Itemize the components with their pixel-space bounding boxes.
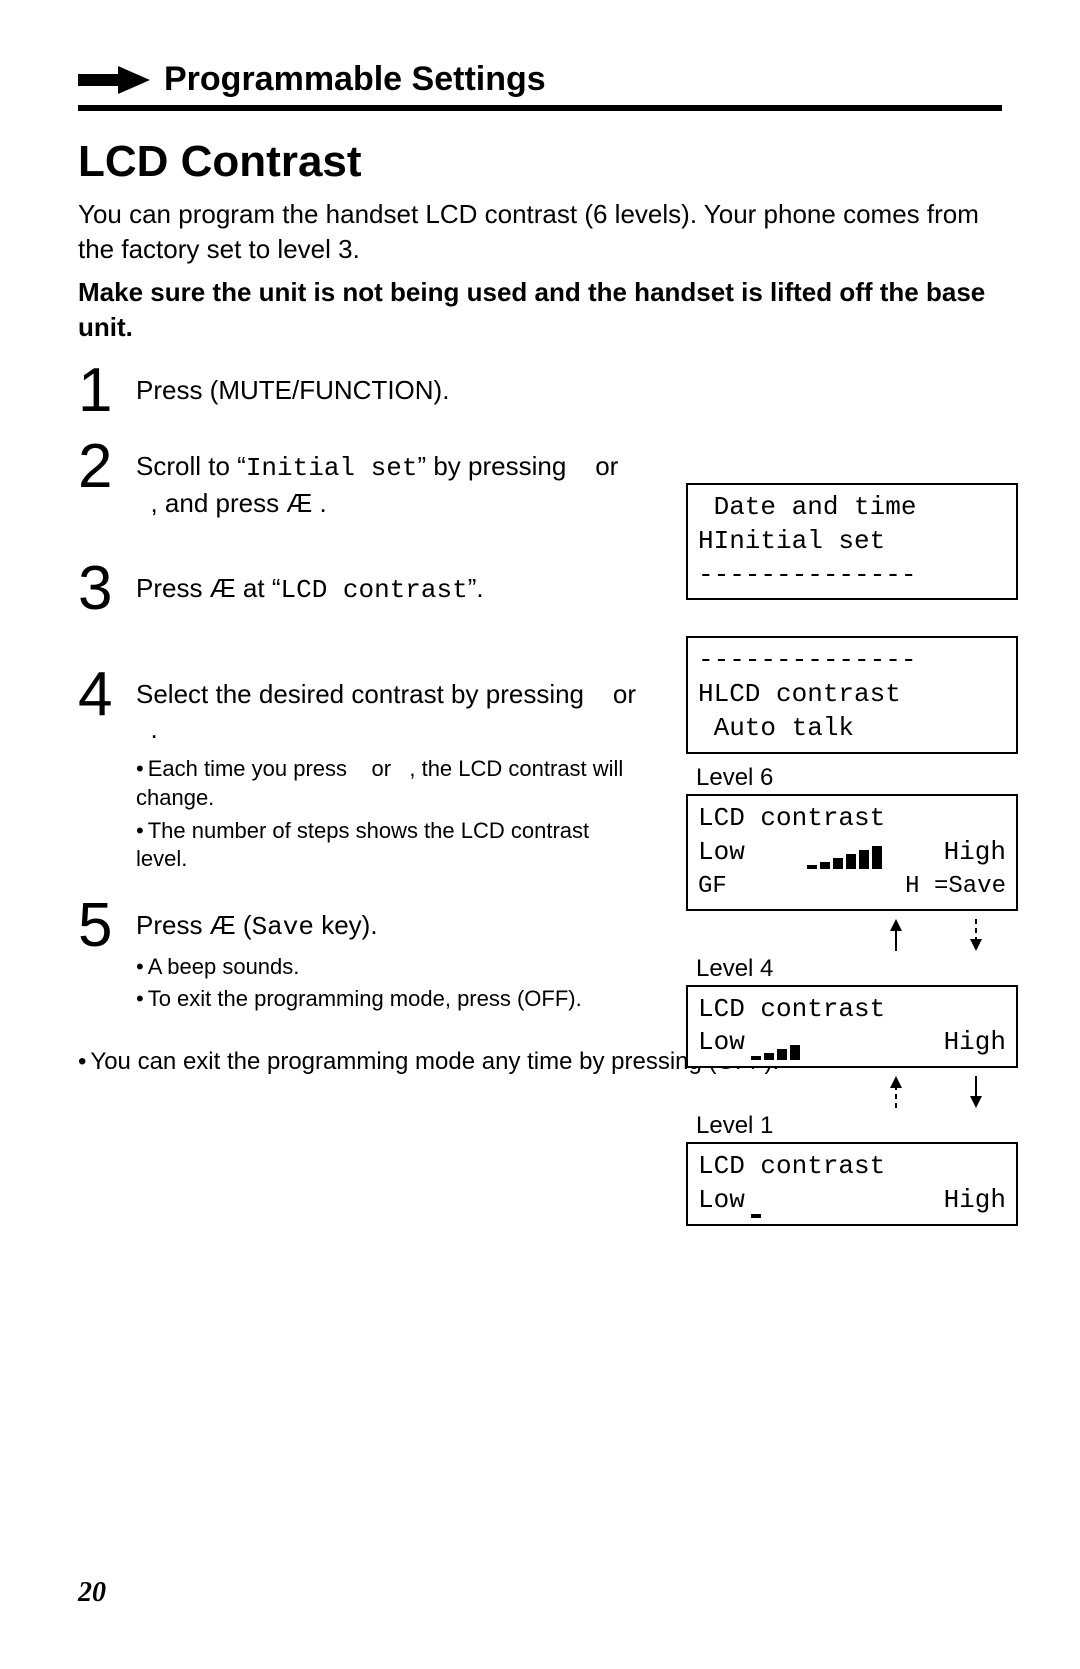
step-body: Scroll to “Initial set” by pressing or ,… bbox=[136, 439, 646, 521]
bullets: A beep sounds. To exit the programming m… bbox=[136, 953, 646, 1014]
step-text: Press Æ at “ bbox=[136, 573, 280, 603]
high-label: High bbox=[944, 836, 1006, 870]
bullets: Each time you press or , the LCD contras… bbox=[136, 755, 646, 873]
low-label: Low bbox=[698, 1184, 745, 1218]
step-number: 5 bbox=[78, 898, 118, 954]
lcd-box-level4: LCD contrast Low High bbox=[686, 985, 1018, 1069]
lcd-box-contrast-menu: -------------- HLCD contrast Auto talk bbox=[686, 636, 1018, 753]
contrast-bar bbox=[820, 862, 830, 869]
low-label: Low bbox=[698, 836, 745, 870]
contrast-row: Low High bbox=[698, 836, 1006, 870]
bullet: Each time you press or , the LCD contras… bbox=[136, 755, 646, 812]
step-number: 4 bbox=[78, 667, 118, 723]
step-body: Press (MUTE/FUNCTION). bbox=[136, 363, 646, 408]
step-text: ”. bbox=[468, 573, 484, 603]
contrast-bar bbox=[872, 846, 882, 869]
level-label: Level 4 bbox=[696, 955, 1018, 983]
low-label: Low bbox=[698, 1026, 745, 1060]
lcd-box-initial-set: Date and time HInitial set -------------… bbox=[686, 483, 1018, 600]
step-mono: Initial set bbox=[246, 453, 418, 483]
lcd-box-level1: LCD contrast Low High bbox=[686, 1142, 1018, 1226]
step-1: 1 Press (MUTE/FUNCTION). bbox=[78, 363, 1002, 419]
section-title: Programmable Settings bbox=[164, 60, 546, 99]
step-body: Select the desired contrast by pressing … bbox=[136, 667, 646, 878]
horizontal-rule bbox=[78, 105, 1002, 111]
gf-row: GF H =Save bbox=[698, 871, 1006, 902]
contrast-bars bbox=[807, 845, 882, 869]
lcd-line: HInitial set bbox=[698, 526, 885, 556]
page-title: LCD Contrast bbox=[78, 137, 1002, 187]
level-label: Level 6 bbox=[696, 764, 1018, 792]
step-number: 3 bbox=[78, 561, 118, 617]
contrast-bar bbox=[846, 854, 856, 869]
step-text: Press Æ ( bbox=[136, 910, 252, 940]
step-body: Press Æ (Save key). A beep sounds. To ex… bbox=[136, 898, 646, 1018]
arrow-right-icon bbox=[78, 66, 150, 94]
contrast-bars bbox=[751, 1194, 761, 1218]
manual-page: Programmable Settings LCD Contrast You c… bbox=[0, 0, 1080, 1669]
contrast-bars bbox=[751, 1036, 800, 1060]
level-label: Level 1 bbox=[696, 1112, 1018, 1140]
lcd-line: Auto talk bbox=[698, 713, 854, 743]
lcd-line: -------------- bbox=[698, 645, 916, 675]
contrast-row: Low High bbox=[698, 1184, 1006, 1218]
contrast-bar bbox=[859, 850, 869, 869]
contrast-bar bbox=[777, 1049, 787, 1060]
bullet: The number of steps shows the LCD contra… bbox=[136, 817, 646, 874]
contrast-bar bbox=[751, 1056, 761, 1060]
contrast-bar bbox=[833, 858, 843, 869]
high-label: High bbox=[944, 1184, 1006, 1218]
lcd-title: LCD contrast bbox=[698, 993, 1006, 1027]
contrast-bar bbox=[751, 1214, 761, 1218]
contrast-bar bbox=[790, 1045, 800, 1060]
intro-bold: Make sure the unit is not being used and… bbox=[78, 275, 1002, 345]
gf-right: H =Save bbox=[905, 871, 1006, 902]
lcd-title: LCD contrast bbox=[698, 1150, 1006, 1184]
lcd-display-column: Date and time HInitial set -------------… bbox=[686, 483, 1018, 1236]
step-mono: LCD contrast bbox=[280, 575, 467, 605]
contrast-bar bbox=[807, 865, 817, 869]
step-number: 2 bbox=[78, 439, 118, 495]
step-text: key). bbox=[314, 910, 378, 940]
intro-text: You can program the handset LCD contrast… bbox=[78, 197, 1002, 267]
step-text: Select the desired contrast by pressing … bbox=[136, 679, 636, 744]
lcd-line: HLCD contrast bbox=[698, 679, 901, 709]
gf-left: GF bbox=[698, 871, 727, 902]
page-number: 20 bbox=[78, 1577, 106, 1609]
step-text: Scroll to “ bbox=[136, 451, 246, 481]
step-mono: Save bbox=[252, 912, 314, 942]
high-label: High bbox=[944, 1026, 1006, 1060]
arrows-between bbox=[686, 1074, 1018, 1110]
step-body: Press Æ at “LCD contrast”. bbox=[136, 561, 646, 608]
contrast-bar bbox=[764, 1053, 774, 1060]
lcd-line: -------------- bbox=[698, 560, 916, 590]
lcd-box-level6: LCD contrast Low High GF H =Save bbox=[686, 794, 1018, 911]
bullet: To exit the programming mode, press (OFF… bbox=[136, 985, 646, 1014]
step-number: 1 bbox=[78, 363, 118, 419]
bullet: A beep sounds. bbox=[136, 953, 646, 982]
arrows-between bbox=[686, 917, 1018, 953]
lcd-line: Date and time bbox=[698, 492, 916, 522]
lcd-title: LCD contrast bbox=[698, 802, 1006, 836]
section-header: Programmable Settings bbox=[78, 60, 1002, 99]
contrast-row: Low High bbox=[698, 1026, 1006, 1060]
step-text: Press (MUTE/FUNCTION). bbox=[136, 375, 449, 405]
